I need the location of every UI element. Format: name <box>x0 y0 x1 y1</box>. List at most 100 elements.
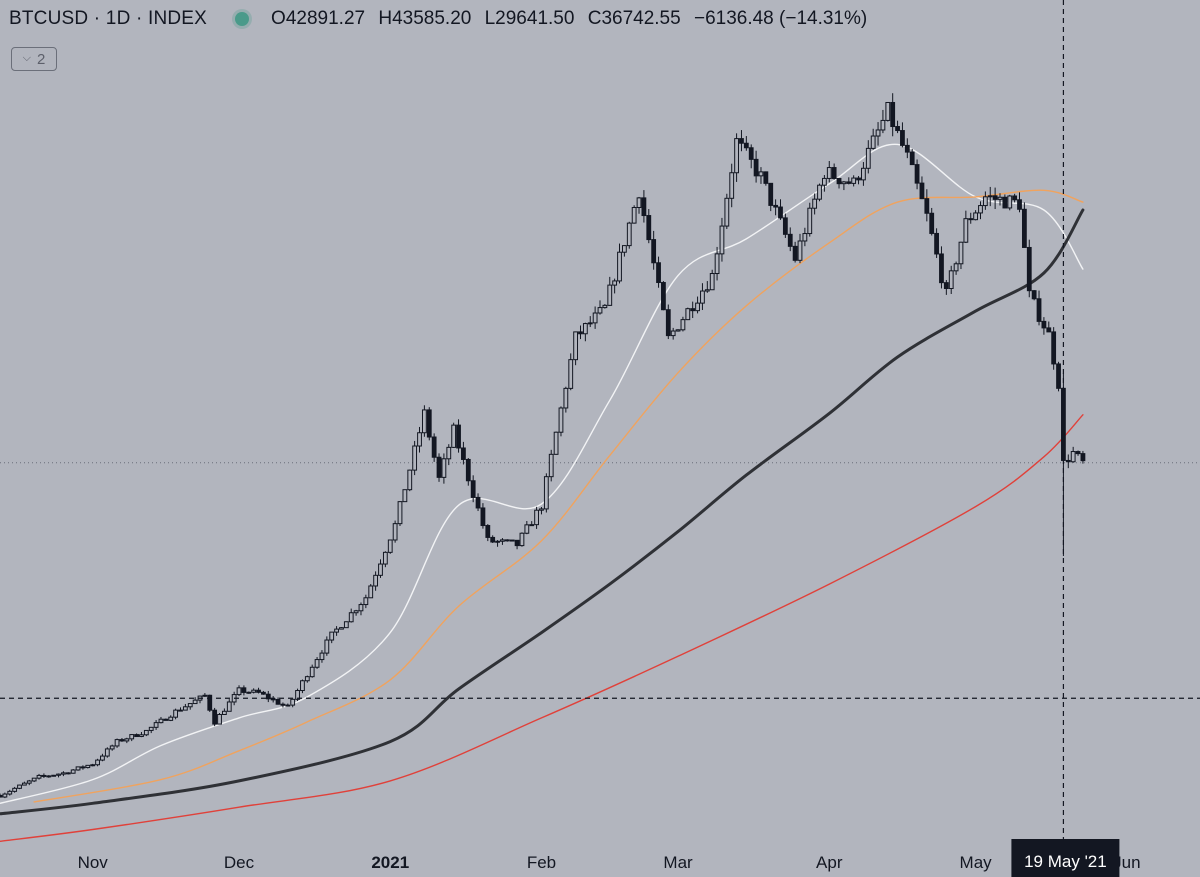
candle-body-up <box>719 225 725 255</box>
indicators-toggle-button[interactable]: ⌵ 2 <box>11 47 57 71</box>
market-status-icon[interactable] <box>235 12 250 26</box>
candle <box>953 261 959 275</box>
candle-body-down <box>480 507 486 527</box>
candle-body-down <box>690 308 696 312</box>
low-value: L29641.50 <box>484 8 575 29</box>
candle-body-up <box>861 167 866 181</box>
candle-body-up <box>85 764 91 769</box>
candle <box>797 233 803 264</box>
candlestick-series <box>0 93 1086 799</box>
candle <box>207 694 213 712</box>
candle-body-up <box>392 523 398 541</box>
candle-body-up <box>563 387 569 409</box>
candle-body-down <box>436 456 442 478</box>
candle-body-up <box>446 446 452 460</box>
candle <box>7 789 13 796</box>
candle <box>578 325 583 340</box>
candle <box>446 444 452 466</box>
candle <box>280 702 286 708</box>
candle-body-up <box>153 722 159 728</box>
candle-body-down <box>753 158 759 177</box>
candle-body-down <box>475 496 481 509</box>
candle-body-up <box>948 270 954 290</box>
candle <box>65 772 71 775</box>
candle <box>1041 317 1047 335</box>
candle-body-down <box>836 177 842 185</box>
candle-body-down <box>465 458 471 482</box>
candle-body-up <box>75 766 81 771</box>
candle-body-up <box>56 773 61 776</box>
candle <box>973 210 979 221</box>
candle-body-up <box>358 604 364 612</box>
candle-body-down <box>485 525 491 538</box>
candle-body-up <box>607 284 613 306</box>
candle <box>631 205 637 224</box>
candle-body-up <box>90 764 96 767</box>
candle <box>451 422 457 448</box>
candle-body-down <box>256 689 261 693</box>
candle <box>978 201 983 220</box>
candle <box>987 186 993 207</box>
candle-body-down <box>1046 327 1052 333</box>
candle-body-down <box>909 151 915 166</box>
high-value: H43585.20 <box>378 8 472 29</box>
candle <box>1080 450 1086 464</box>
candle <box>51 774 57 777</box>
candle <box>163 718 169 721</box>
candle-body-up <box>397 501 403 525</box>
candle <box>924 189 930 222</box>
symbol-title[interactable]: BTCUSD · 1D · INDEX <box>9 8 208 29</box>
close-value: C36742.55 <box>587 8 681 29</box>
candle <box>524 520 530 535</box>
candle <box>251 688 257 694</box>
candle-body-up <box>724 197 730 227</box>
candle <box>17 784 22 790</box>
candle-body-up <box>495 540 500 543</box>
candle <box>748 144 754 169</box>
candle <box>929 207 935 236</box>
time-axis-label: Feb <box>527 853 556 872</box>
candle <box>490 535 496 543</box>
candle-body-up <box>202 694 208 697</box>
candle-body-up <box>621 245 627 253</box>
candle <box>100 753 105 762</box>
candle-body-up <box>558 407 564 433</box>
candle-body-up <box>368 585 374 599</box>
candle-body-up <box>612 280 618 286</box>
candle-body-up <box>139 734 144 738</box>
candle-body-down <box>778 206 783 219</box>
candle <box>470 475 476 503</box>
candle <box>36 773 42 780</box>
candle-body-up <box>51 774 57 777</box>
candle-body-up <box>2 793 8 798</box>
candle-body-up <box>714 253 720 275</box>
candle <box>134 733 139 738</box>
candle <box>958 241 964 270</box>
candle-body-up <box>182 706 188 711</box>
candle <box>348 608 354 623</box>
candle <box>1026 239 1032 298</box>
candle-body-up <box>421 409 427 434</box>
candle <box>865 140 871 174</box>
candle-body-up <box>100 755 105 761</box>
candle-body-up <box>295 690 300 700</box>
candle <box>290 698 296 708</box>
symbol-legend: BTCUSD · 1D · INDEX O42891.27 H43585.20 … <box>9 8 875 30</box>
candle-body-down <box>943 282 949 290</box>
candle <box>368 583 374 599</box>
candle-body-down <box>0 794 3 798</box>
moving-average-line-1 <box>0 143 1084 804</box>
candle <box>1046 321 1052 333</box>
candle-body-up <box>982 196 988 207</box>
candle-body-down <box>773 204 779 208</box>
candle-body-down <box>904 144 910 153</box>
candle-body-up <box>953 263 959 272</box>
candle <box>841 180 847 191</box>
candle <box>685 307 691 321</box>
candle <box>75 766 81 771</box>
time-axis-label: Nov <box>78 853 109 872</box>
candle <box>890 93 896 137</box>
candle-body-up <box>519 532 525 547</box>
candle <box>70 768 76 774</box>
